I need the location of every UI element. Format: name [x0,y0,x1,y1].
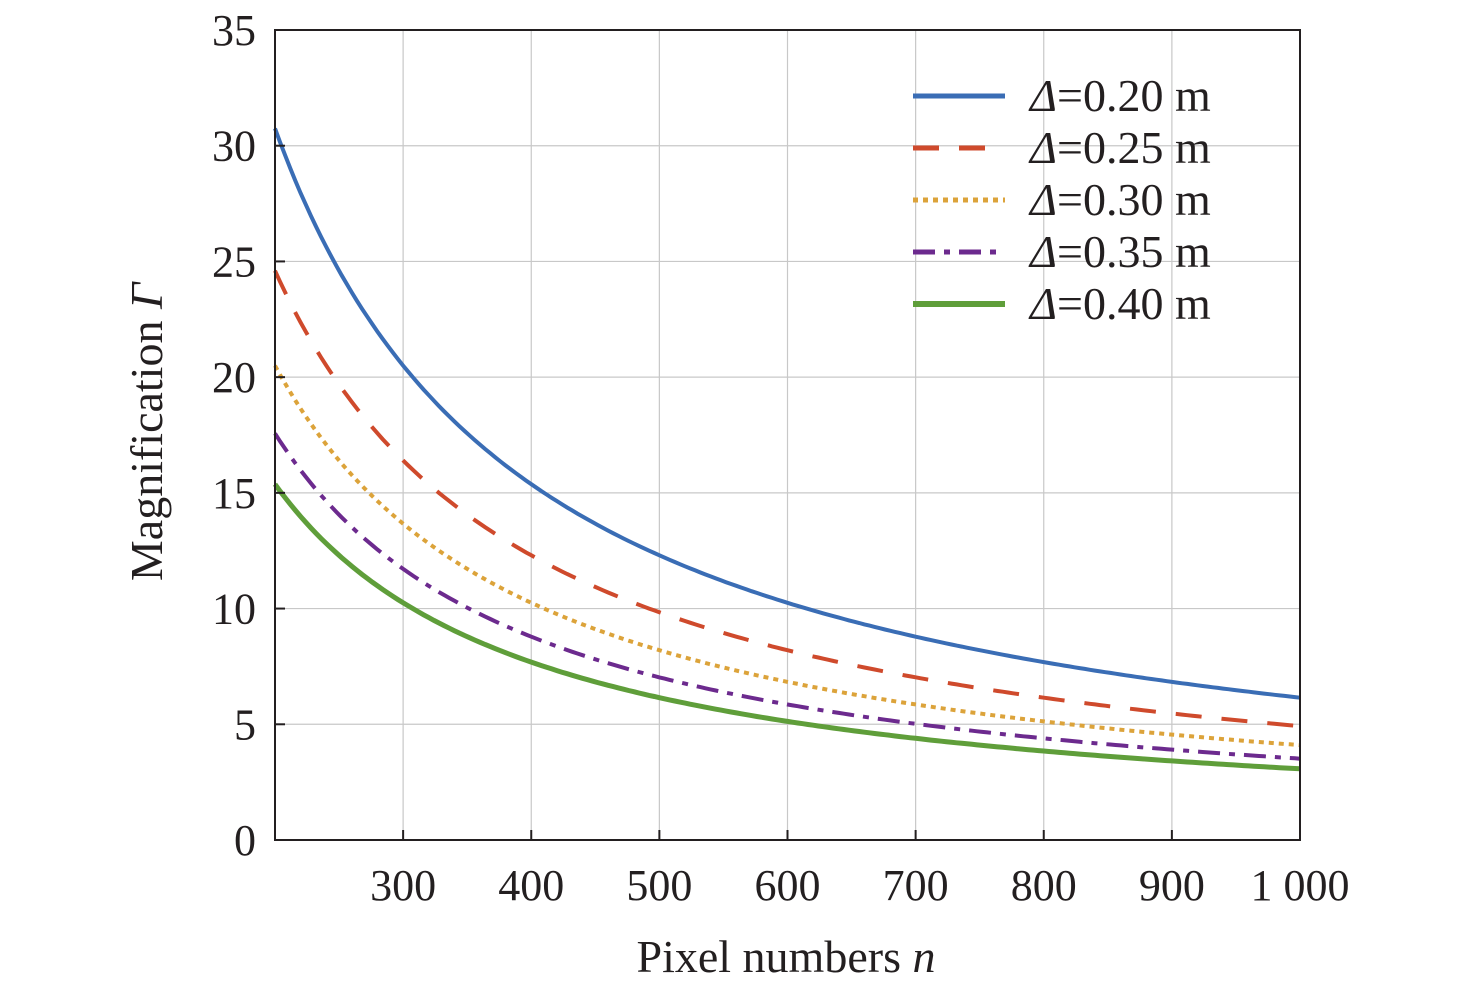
legend: Δ=0.20 mΔ=0.25 mΔ=0.30 mΔ=0.35 mΔ=0.40 m [913,70,1211,329]
x-tick-label: 400 [498,861,564,910]
legend-label: Δ=0.25 m [1028,122,1211,173]
y-axis-label-text: Magnification [121,309,172,581]
x-tick-label: 300 [370,861,436,910]
x-tick-label: 500 [626,861,692,910]
y-tick-label: 25 [212,237,256,286]
y-tick-label: 10 [212,585,256,634]
y-tick-labels: 0 5 10 15 20 25 30 35 [212,6,256,865]
legend-label: Δ=0.40 m [1028,278,1211,329]
series-line [273,269,1301,729]
series-line [273,127,1301,700]
y-tick-label: 30 [212,122,256,171]
y-tick-label: 0 [234,816,256,865]
x-tick-label: 700 [883,861,949,910]
legend-label: Δ=0.20 m [1028,70,1211,121]
x-tick-label: 900 [1139,861,1205,910]
series-line [272,482,1301,772]
x-tick-labels: 300 400 500 600 700 800 900 1 000 [370,861,1349,910]
x-axis-label-var: n [912,931,935,982]
x-axis-label: Pixel numbers n [637,931,936,982]
x-tick-label: 1 000 [1251,861,1350,910]
series-lines [272,127,1301,772]
grid-lines [275,30,1300,840]
tick-marks [275,29,1301,841]
legend-label: Δ=0.35 m [1028,226,1211,277]
y-tick-label: 20 [212,353,256,402]
y-tick-label: 35 [212,6,256,55]
x-tick-label: 600 [755,861,821,910]
y-axis-label-var: Γ [121,281,172,310]
series-line [273,364,1301,748]
x-tick-label: 800 [1011,861,1077,910]
y-tick-label: 5 [234,700,256,749]
legend-label: Δ=0.30 m [1028,174,1211,225]
y-tick-label: 15 [212,469,256,518]
x-axis-label-text: Pixel numbers [637,931,913,982]
y-axis-label: Magnification Γ [121,281,172,581]
series-line [273,432,1301,761]
